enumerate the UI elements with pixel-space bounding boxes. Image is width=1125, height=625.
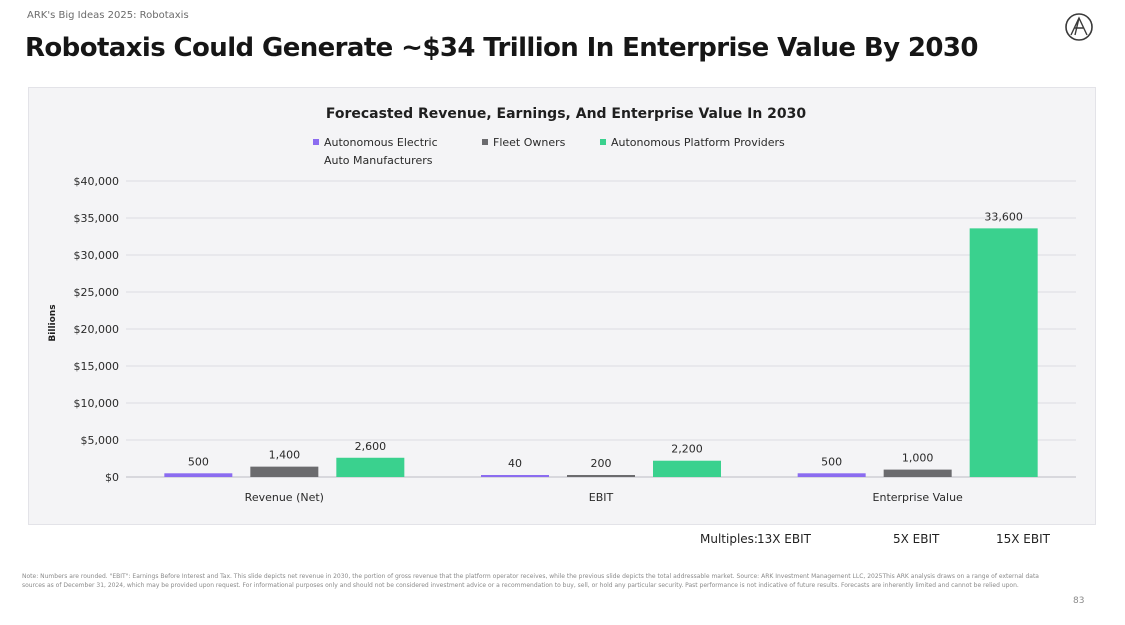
chart-bars: 500 1,400 2,600 40 200 2,200 500 1,000 33,600 (164, 210, 1038, 477)
bar-data-label: 1,000 (902, 452, 934, 465)
chart-title: Forecasted Revenue, Earnings, And Enterp… (326, 106, 807, 122)
legend-label: Autonomous Platform Providers (611, 136, 785, 149)
bar (481, 475, 549, 477)
x-axis: Revenue (Net) EBIT Enterprise Value (245, 491, 963, 504)
chart-legend: Autonomous Electric Auto Manufacturers Fle… (313, 136, 785, 167)
legend-label: Fleet Owners (493, 136, 566, 149)
y-axis: $0 $5,000 $10,000 $15,000 $20,000 $25,000 $30,… (74, 175, 120, 484)
y-tick-label: $10,000 (74, 397, 120, 410)
legend-swatch (482, 139, 488, 145)
multiples-label: Multiples: (700, 532, 758, 546)
bar-data-label: 33,600 (984, 210, 1023, 223)
y-tick-label: $0 (105, 471, 119, 484)
x-category-label: Enterprise Value (873, 491, 964, 504)
y-tick-label: $40,000 (74, 175, 120, 188)
y-tick-label: $15,000 (74, 360, 120, 373)
bar-data-label: 500 (188, 455, 209, 468)
slide-kicker: ARK's Big Ideas 2025: Robotaxis (27, 10, 189, 21)
y-tick-label: $35,000 (74, 212, 120, 225)
x-category-label: EBIT (589, 491, 614, 504)
legend-label: Autonomous Electric (324, 136, 438, 149)
bar-data-label: 200 (591, 457, 612, 470)
y-tick-label: $5,000 (81, 434, 120, 447)
multiple-enterprise-manufacturers: 13X EBIT (757, 532, 811, 546)
bar (164, 473, 233, 477)
bar (250, 466, 319, 477)
legend-swatch (313, 139, 319, 145)
bar (883, 469, 952, 477)
chart-grid (126, 180, 1076, 478)
slide-headline: Robotaxis Could Generate ~$34 Trillion I… (25, 33, 978, 63)
page-number: 83 (1073, 596, 1085, 606)
y-axis-label: Billions (48, 304, 58, 341)
bar-data-label: 2,600 (355, 440, 387, 453)
y-tick-label: $30,000 (74, 249, 120, 262)
chart-panel (28, 87, 1096, 525)
bar (567, 475, 635, 477)
footnote: Note: Numbers are rounded. "EBIT": Earni… (22, 573, 1039, 589)
legend-swatch (600, 139, 606, 145)
x-category-label: Revenue (Net) (245, 491, 324, 504)
multiple-enterprise-fleet: 5X EBIT (893, 532, 940, 546)
bar-data-label: 2,200 (671, 443, 703, 456)
legend-label: Auto Manufacturers (324, 154, 433, 167)
ark-logo-icon (1065, 13, 1093, 41)
bar-data-label: 1,400 (269, 449, 301, 462)
y-tick-label: $20,000 (74, 323, 120, 336)
bar (969, 228, 1038, 477)
bar-chart: Forecasted Revenue, Earnings, And Enterp… (48, 106, 1076, 504)
bar (336, 457, 405, 477)
bar-data-label: 40 (508, 457, 522, 470)
bar (797, 473, 866, 477)
multiple-enterprise-platform: 15X EBIT (996, 532, 1050, 546)
bar (653, 460, 721, 477)
bar-data-label: 500 (821, 455, 842, 468)
y-tick-label: $25,000 (74, 286, 120, 299)
